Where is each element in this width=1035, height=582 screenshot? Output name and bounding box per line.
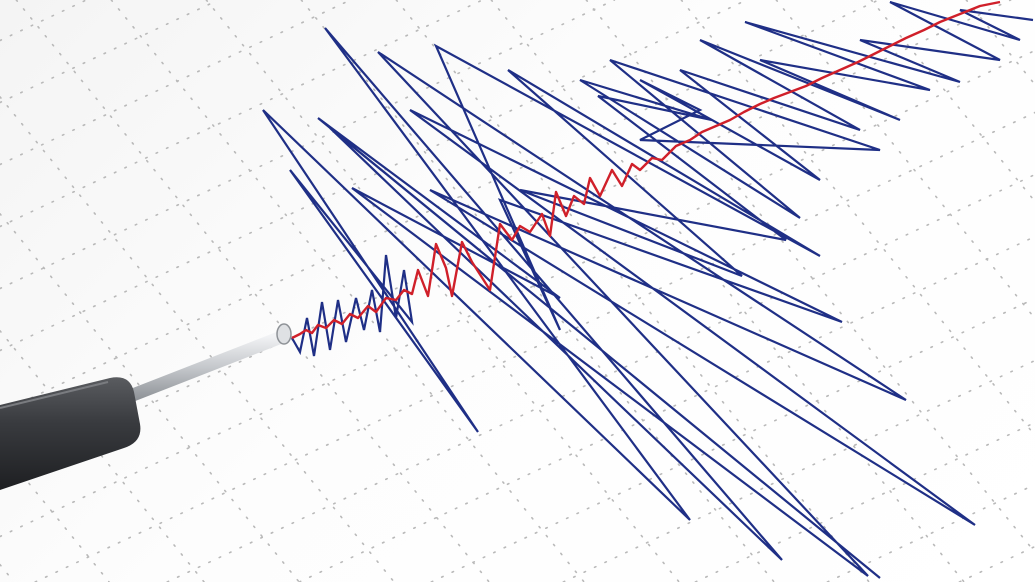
grid-line (0, 96, 395, 582)
grid-line (870, 0, 1035, 203)
seismograph-pen-icon (0, 323, 292, 490)
grid-line (395, 0, 870, 582)
grid-line (490, 0, 965, 582)
grid-line (34, 111, 1035, 582)
grid-line (0, 0, 88, 42)
grid-line (205, 0, 680, 582)
grid-line (0, 49, 1035, 538)
grid-line (0, 0, 484, 228)
seismic-trace-red (291, 0, 1001, 340)
grid-line (0, 0, 220, 104)
grid-line (0, 0, 880, 414)
grid-line (958, 545, 1035, 582)
grid-line (0, 563, 15, 582)
grid-line (298, 235, 1035, 582)
grid-line (0, 0, 616, 290)
grid-line (562, 359, 1035, 582)
grid-line (0, 0, 1012, 476)
grid-line (0, 0, 748, 352)
grid-line (585, 0, 1035, 554)
grid-line (694, 421, 1035, 582)
seismic-trace-blue (262, 0, 1034, 579)
grid-line (0, 329, 205, 582)
grid-line (826, 483, 1035, 582)
grid-line (430, 297, 1035, 582)
grid-line (0, 0, 352, 166)
grid-line (15, 0, 490, 582)
grid-line (680, 0, 1035, 437)
grid-line (775, 0, 1035, 320)
